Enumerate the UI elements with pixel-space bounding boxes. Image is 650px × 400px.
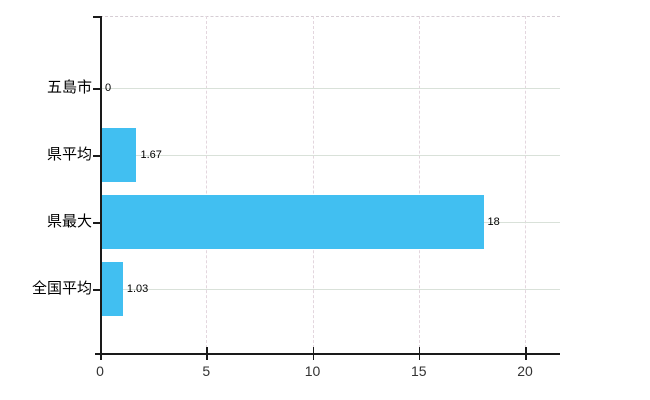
x-tick-label: 15 bbox=[410, 363, 427, 379]
category-label: 全国平均 bbox=[31, 280, 92, 297]
h-gridline bbox=[100, 88, 560, 89]
bar bbox=[101, 195, 484, 249]
v-gridline bbox=[206, 16, 208, 353]
x-axis bbox=[95, 353, 560, 355]
x-tick bbox=[100, 347, 102, 360]
v-gridline bbox=[418, 16, 420, 353]
category-label: 五島市 bbox=[46, 79, 92, 96]
x-tick-label: 20 bbox=[517, 363, 533, 379]
y-tick bbox=[93, 289, 100, 291]
value-label: 0 bbox=[105, 82, 112, 94]
x-tick-label: 10 bbox=[304, 363, 321, 379]
category-label: 県平均 bbox=[46, 146, 92, 163]
bar bbox=[101, 128, 137, 182]
category-label: 県最大 bbox=[46, 213, 92, 230]
y-tick bbox=[93, 155, 100, 157]
x-tick-label: 5 bbox=[202, 363, 211, 379]
h-gridline bbox=[100, 155, 560, 156]
x-tick bbox=[312, 347, 314, 360]
y-axis bbox=[100, 16, 102, 353]
value-label: 1.67 bbox=[140, 149, 162, 161]
x-tick bbox=[206, 347, 208, 360]
y-tick bbox=[93, 222, 100, 224]
bar bbox=[101, 262, 123, 316]
plot-top-border bbox=[100, 16, 560, 17]
h-gridline bbox=[100, 289, 560, 290]
x-tick bbox=[525, 347, 527, 360]
x-tick-label: 0 bbox=[96, 363, 104, 379]
x-tick bbox=[418, 347, 421, 360]
value-label: 1.03 bbox=[126, 283, 149, 295]
value-label: 18 bbox=[487, 216, 500, 228]
v-gridline bbox=[312, 16, 314, 353]
y-tick bbox=[93, 16, 100, 18]
y-tick bbox=[93, 88, 100, 90]
v-gridline bbox=[525, 16, 526, 353]
